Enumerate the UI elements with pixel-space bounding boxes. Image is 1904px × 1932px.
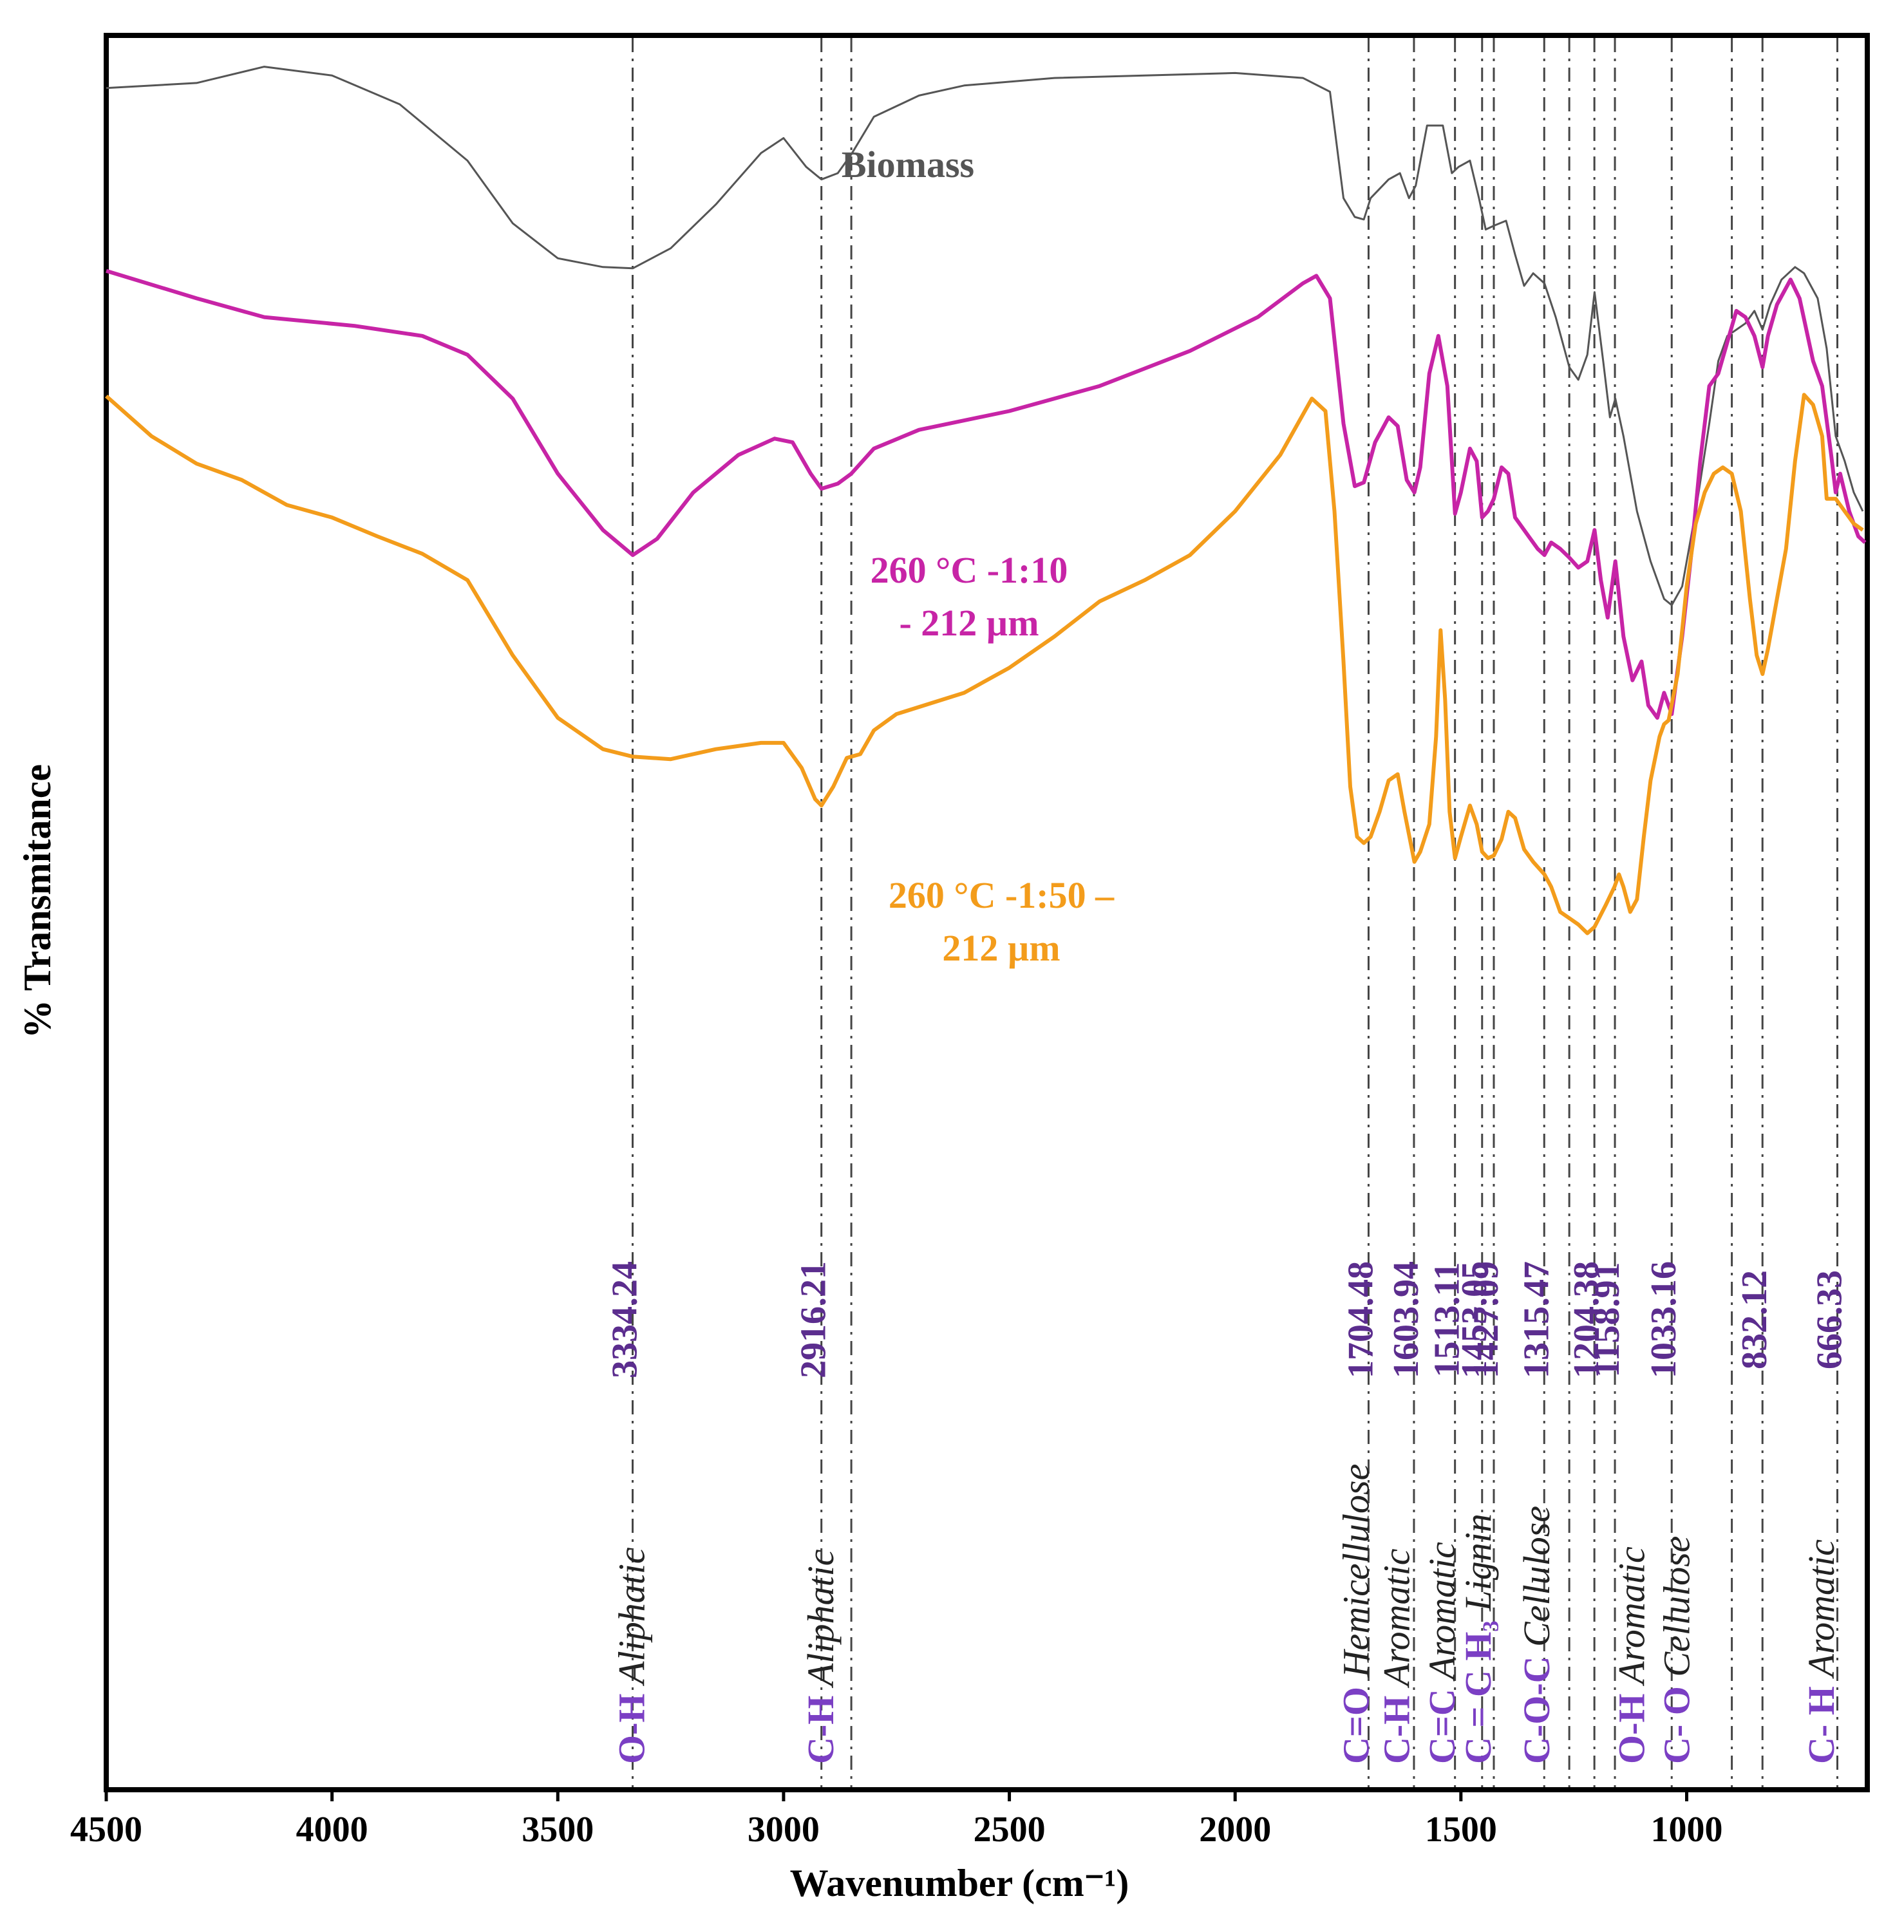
peak-labels: 3334.24 2916.21 1704.48 1603.94 1513.111453.… <box>605 1261 1850 1378</box>
x-tick-label: 4500 <box>70 1810 142 1850</box>
series-label-1-10: - 212 µm <box>899 602 1039 644</box>
bond-label: C-H <box>800 1686 842 1764</box>
peak-label: 1158.91 <box>1587 1262 1627 1378</box>
x-tick-label: 1000 <box>1650 1810 1722 1850</box>
band-assignment: C-H Aromatic <box>1376 1548 1418 1764</box>
bond-label: C=O <box>1335 1677 1377 1764</box>
x-tick-label: 1500 <box>1425 1810 1497 1850</box>
region-label: Cellulose <box>1655 1536 1697 1677</box>
series-line-biomass <box>106 66 1864 606</box>
band-assignment: C=O Hemicellulose <box>1335 1464 1377 1764</box>
x-tick-label: 3500 <box>522 1810 594 1850</box>
peak-guide-lines <box>632 38 1838 1787</box>
bond-label: C-H <box>1376 1686 1418 1764</box>
region-label: Hemicellulose <box>1335 1464 1377 1678</box>
band-assignment: O-H Aliphatic <box>611 1547 653 1764</box>
series-label-1-50: 260 °C -1:50 – <box>889 874 1115 916</box>
series-line-1-10 <box>106 268 1867 720</box>
x-tick-label: 3000 <box>748 1810 820 1850</box>
bond-label: C- H <box>1800 1677 1842 1764</box>
y-axis-title: % Transmitance <box>16 764 59 1038</box>
peak-label: 2916.21 <box>794 1261 834 1378</box>
peak-label: 666.33 <box>1809 1270 1849 1369</box>
peak-label: 1427.09 <box>1466 1261 1506 1378</box>
band-assignment: C- O Cellulose <box>1655 1536 1697 1764</box>
peak-label: 1453.05 <box>1455 1261 1494 1378</box>
region-label: Lignin <box>1457 1514 1499 1612</box>
region-label: Aromatic <box>1800 1539 1842 1680</box>
peak-label: 1315.47 <box>1516 1261 1556 1378</box>
peak-label: 3334.24 <box>605 1261 645 1378</box>
region-label: Aromatic <box>1610 1546 1652 1687</box>
bond-label: C=C <box>1421 1680 1463 1764</box>
x-axis-title: Wavenumber (cm⁻¹) <box>790 1862 1129 1904</box>
peak-label: 1704.48 <box>1341 1261 1381 1378</box>
spectra <box>105 66 1867 935</box>
series-label-1-50: 212 µm <box>942 927 1060 969</box>
region-label: Aromatic <box>1421 1542 1463 1682</box>
x-tick-label: 2500 <box>974 1810 1046 1850</box>
x-tick-label: 2000 <box>1199 1810 1271 1850</box>
region-label: Aliphatic <box>611 1547 653 1687</box>
bond-label: O-H <box>611 1684 653 1764</box>
band-assignment: C- H Aromatic <box>1800 1539 1842 1764</box>
x-tick-label: 4000 <box>296 1810 368 1850</box>
region-label: Aromatic <box>1376 1548 1418 1689</box>
band-assignment: C = C H₃ Lignin <box>1457 1514 1499 1764</box>
peak-label: 832.12 <box>1735 1270 1775 1369</box>
band-assignment: C=C Aromatic <box>1421 1542 1463 1764</box>
peak-label: 1513.11 <box>1428 1262 1467 1378</box>
x-axis-ticks: 4500 4000 3500 3000 2500 2000 1500 1000 <box>70 1790 1722 1850</box>
bond-label: C = C H₃ <box>1457 1611 1499 1764</box>
bond-label: C-O-C <box>1516 1647 1558 1764</box>
region-label: Cellulose <box>1516 1506 1558 1647</box>
series-label-1-10: 260 °C -1:10 <box>871 549 1068 591</box>
series-label-biomass: Biomass <box>842 144 974 185</box>
bond-label: C- O <box>1655 1677 1697 1764</box>
peak-label: 1204.38 <box>1567 1261 1607 1378</box>
peak-label: 1603.94 <box>1386 1261 1426 1378</box>
region-label: Aliphatic <box>800 1549 842 1689</box>
series-labels: Biomass 260 °C -1:10 - 212 µm 260 °C -1:50 … <box>842 144 1115 969</box>
peak-label: 1033.16 <box>1644 1261 1684 1378</box>
band-assignment: C-O-C Cellulose <box>1516 1506 1558 1764</box>
band-assignment: C-H Aliphatic <box>800 1549 842 1764</box>
band-assignment: O-H Aromatic <box>1610 1546 1652 1764</box>
plot-frame <box>104 33 1870 1792</box>
series-line-1-50 <box>105 393 1864 935</box>
bond-label: O-H <box>1610 1684 1652 1764</box>
